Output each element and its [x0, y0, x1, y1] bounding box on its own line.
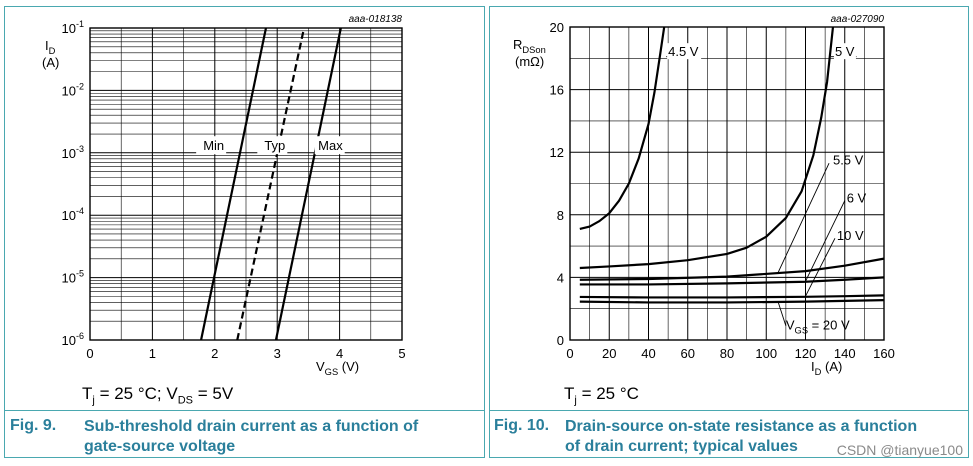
leader-line: [777, 301, 787, 327]
y-tick-label: 10-5: [62, 269, 84, 286]
series-line: [579, 257, 885, 281]
x-tick-label: 140: [834, 346, 856, 361]
x-tick-label: 40: [641, 346, 655, 361]
annotation-label: 4.5 V: [668, 44, 699, 59]
y-tick-label: 10-3: [62, 144, 84, 161]
figure-title: Sub-threshold drain current as a functio…: [84, 418, 419, 455]
series-label: Max: [318, 138, 343, 153]
figure-10-panel: 0 20 40 60 80 100 120 140 160 0 4 8 12 16 20 RDSon (mΩ) I…: [489, 6, 969, 458]
series-label-bg: [257, 136, 288, 155]
chart-id-label: aaa-018138: [349, 14, 403, 25]
x-tick-label: 0: [566, 346, 573, 361]
series-label: Min: [203, 138, 224, 153]
series-line: [579, 26, 666, 230]
series-label: Typ: [264, 138, 285, 153]
figure-title: Drain-source on-state resistance as a fu…: [565, 418, 918, 455]
y-tick-label: 0: [557, 333, 564, 348]
y-tick-label: 12: [550, 145, 564, 160]
series-line-min: [199, 27, 268, 341]
rdson-chart: 0 20 40 60 80 100 120 140 160 0 4 8 12 16 20 RDSon(mΩ) I…: [513, 14, 895, 377]
subthreshold-chart: 0 1 2 3 4 5 10-6 10-5 10-4 10-3 10-2 10-1 ID(A) VGS (…: [42, 14, 406, 377]
series-line: [579, 298, 885, 304]
annotation-bg: [833, 43, 856, 60]
x-tick-label: 3: [274, 346, 281, 361]
plot-frame: [569, 26, 885, 341]
y-tick-label: 16: [550, 83, 564, 98]
x-axis-label: VGS (V): [316, 359, 359, 377]
y-tick-label: 10-6: [62, 331, 84, 348]
series-label-bg: [196, 136, 227, 155]
leader-line: [805, 238, 836, 297]
x-tick-label: 4: [336, 346, 343, 361]
series-line-max: [274, 27, 342, 341]
plot-frame: [89, 27, 403, 341]
y-axis-label: RDSon: [513, 37, 546, 55]
watermark: CSDN @tianyue100: [836, 442, 963, 458]
series-line: [579, 276, 885, 286]
x-tick-label: 80: [720, 346, 734, 361]
series-line: [579, 294, 885, 299]
figure-9-panel: 0 1 2 3 4 5 10-6 10-5 10-4 10-3 10-2 10-1 ID (A) VGS (…: [4, 6, 485, 458]
caption-divider: [4, 410, 485, 411]
x-tick-label: 100: [755, 346, 777, 361]
y-tick-label: 4: [557, 270, 564, 285]
annotation-label: 10 V: [837, 228, 864, 243]
x-tick-label: 1: [149, 346, 156, 361]
y-axis-label: ID: [45, 38, 56, 56]
leader-line: [777, 162, 830, 273]
x-tick-label: 20: [602, 346, 616, 361]
y-tick-label: 10-2: [62, 81, 84, 98]
conditions-text: Tj = 25 °C; VDS = 5V: [82, 384, 234, 407]
y-axis-unit: (mΩ): [515, 54, 544, 69]
annotation-label: 5.5 V: [833, 153, 864, 168]
y-tick-label: 10-4: [62, 206, 84, 223]
x-tick-label: 5: [398, 346, 405, 361]
x-tick-label: 160: [873, 346, 895, 361]
series-line: [579, 26, 835, 270]
series-line-typ: [236, 27, 306, 341]
y-tick-label: 10-1: [62, 19, 84, 36]
x-tick-label: 2: [211, 346, 218, 361]
chart-id-label: aaa-027090: [831, 14, 885, 25]
figure-label: Fig. 9.: [10, 417, 57, 434]
x-tick-label: 120: [795, 346, 817, 361]
annotation-label: 6 V: [847, 190, 867, 205]
x-axis-label: ID (A): [811, 359, 842, 377]
figure-label: Fig. 10.: [494, 417, 550, 434]
x-tick-label: 0: [86, 346, 93, 361]
conditions-text: Tj = 25 °C: [564, 384, 639, 407]
leader-line: [805, 200, 846, 282]
series-label-bg: [314, 136, 345, 155]
annotation-label: VGS = 20 V: [786, 317, 850, 335]
caption-divider: [489, 410, 969, 411]
y-axis-unit: (A): [42, 55, 59, 70]
annotation-label: 5 V: [835, 44, 855, 59]
x-tick-label: 60: [681, 346, 695, 361]
y-tick-label: 8: [557, 208, 564, 223]
annotation-bg: [667, 43, 702, 60]
y-tick-label: 20: [550, 20, 564, 35]
